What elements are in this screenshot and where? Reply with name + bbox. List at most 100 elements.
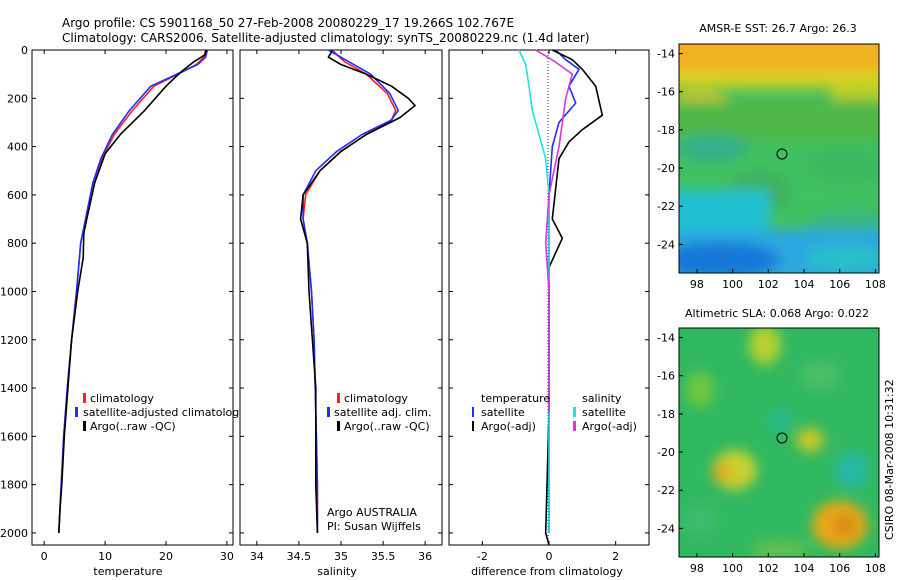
difference-series-group xyxy=(518,49,604,546)
argo-annotation-line2: PI: Susan Wijffels xyxy=(327,520,421,533)
sst-map-axes: 98 100 102 104 106 108 -14 -16 -18 -20 -22 -24 xyxy=(657,48,886,291)
sla-map-axes: 98 100 102 104 106 108 -14 -16 -18 -20 -22 -24 xyxy=(657,332,886,575)
legend-swatch-satellite xyxy=(75,407,78,417)
y-tick-label: 1400 xyxy=(0,382,28,395)
map-x-tick-label: 100 xyxy=(722,278,743,291)
map-x-tick-label: 102 xyxy=(758,562,779,575)
y-tick-label: 2000 xyxy=(0,527,28,540)
legend-label-temp-satellite: satellite xyxy=(481,406,525,419)
map-y-tick-label: -16 xyxy=(657,370,675,383)
difference-legend: temperature satellite Argo(-adj) salinit… xyxy=(472,392,637,433)
temperature-xlabel: temperature xyxy=(93,565,162,578)
sst-argo-location-marker xyxy=(776,148,788,160)
y-tick-label: 1200 xyxy=(0,334,28,347)
series-line-2-2 xyxy=(518,49,550,533)
sst-heatmap xyxy=(679,44,879,273)
map-y-tick-label: -24 xyxy=(657,522,675,535)
x-tick-label: 34.5 xyxy=(287,550,312,563)
y-tick-label: 800 xyxy=(7,237,28,250)
x-tick-label: 35.5 xyxy=(371,550,396,563)
x-tick-label: -2 xyxy=(477,550,488,563)
temperature-axes: 0 10 20 30 0 200 400 600 800 1000 1200 1400 1600 1800… xyxy=(0,44,234,563)
x-tick-label: 34 xyxy=(250,550,264,563)
map-x-tick-label: 100 xyxy=(722,562,743,575)
legend-swatch-sal-argo xyxy=(573,421,576,431)
map-x-tick-label: 106 xyxy=(829,562,850,575)
map-x-tick-label: 108 xyxy=(865,278,886,291)
x-tick-label: 0 xyxy=(546,550,553,563)
map-y-tick-label: -20 xyxy=(657,446,675,459)
difference-axes: -2 0 2 xyxy=(449,49,649,563)
map-y-tick-label: -22 xyxy=(657,200,675,213)
series-line-1-2 xyxy=(299,49,416,533)
temperature-panel: 0 10 20 30 0 200 400 600 800 1000 1200 1400 1600 1800… xyxy=(0,44,239,578)
legend-swatch-temp-argo xyxy=(472,421,474,431)
y-tick-label: 1000 xyxy=(0,285,28,298)
salinity-legend: climatology satellite adj. clim. Argo(..… xyxy=(327,392,431,433)
map-y-tick-label: -18 xyxy=(657,124,675,137)
legend-label-temp-argo: Argo(-adj) xyxy=(481,420,536,433)
legend-swatch-climatology xyxy=(337,393,340,403)
sla-map-title: Altimetric SLA: 0.068 Argo: 0.022 xyxy=(685,307,869,320)
temperature-legend: climatology satellite-adjusted climatolo… xyxy=(75,392,239,433)
series-line-1-1 xyxy=(302,49,400,533)
salinity-panel: 34 34.5 35 35.5 36 salinity climatology sate… xyxy=(239,49,443,578)
sst-map-panel: AMSR-E SST: 26.7 Argo: 26.3 98 100 102 10 xyxy=(657,22,886,291)
map-y-tick-label: -22 xyxy=(657,484,675,497)
series-line-2-3 xyxy=(535,49,574,413)
side-timestamp: CSIRO 08-Mar-2008 10:31:32 xyxy=(883,379,896,540)
temperature-series-group xyxy=(58,49,209,533)
sst-map-title: AMSR-E SST: 26.7 Argo: 26.3 xyxy=(699,22,857,35)
legend-label-sal-argo: Argo(-adj) xyxy=(582,420,637,433)
map-x-tick-label: 108 xyxy=(865,562,886,575)
legend-label-sal-satellite: satellite xyxy=(582,406,626,419)
map-y-tick-label: -14 xyxy=(657,48,675,61)
figure-title-line2: Climatology: CARS2006. Satellite-adjuste… xyxy=(62,31,590,45)
map-y-tick-label: -16 xyxy=(657,86,675,99)
salinity-xlabel: salinity xyxy=(317,565,357,578)
legend-heading-temperature: temperature xyxy=(481,392,550,405)
figure-title-line1: Argo profile: CS 5901168_50 27-Feb-2008 … xyxy=(62,16,514,30)
legend-swatch-sal-satellite xyxy=(573,407,576,417)
map-x-tick-label: 104 xyxy=(794,562,815,575)
map-x-tick-label: 98 xyxy=(690,562,704,575)
y-tick-label: 600 xyxy=(7,189,28,202)
sla-argo-location-marker xyxy=(776,432,788,444)
salinity-series-group xyxy=(299,49,416,533)
x-tick-label: 2 xyxy=(612,550,619,563)
sla-map-panel: Altimetric SLA: 0.068 Argo: 0.022 98 100 1… xyxy=(657,307,886,575)
legend-label-satellite: satellite adj. clim. xyxy=(334,406,431,419)
series-line-2-1 xyxy=(544,49,604,546)
legend-label-climatology: climatology xyxy=(90,392,154,405)
map-y-tick-label: -18 xyxy=(657,408,675,421)
x-tick-label: 30 xyxy=(220,550,234,563)
salinity-axes: 34 34.5 35 35.5 36 xyxy=(240,49,442,563)
y-tick-label: 200 xyxy=(7,92,28,105)
legend-label-satellite: satellite-adjusted climatolog xyxy=(83,406,239,419)
y-tick-label: 1800 xyxy=(0,479,28,492)
legend-swatch-argo xyxy=(337,421,340,431)
x-tick-label: 20 xyxy=(159,550,173,563)
series-line-0-2 xyxy=(58,49,207,533)
legend-swatch-climatology xyxy=(83,393,86,403)
difference-panel: -2 0 2 difference from climatology tempera… xyxy=(448,49,650,578)
sst-map-frame xyxy=(678,43,880,274)
y-tick-label: 1600 xyxy=(0,430,28,443)
legend-label-argo: Argo(..raw -QC) xyxy=(90,420,176,433)
y-tick-label: 400 xyxy=(7,141,28,154)
legend-swatch-satellite xyxy=(327,407,330,417)
legend-label-argo: Argo(..raw -QC) xyxy=(344,420,430,433)
x-tick-label: 10 xyxy=(98,550,112,563)
argo-annotation-line1: Argo AUSTRALIA xyxy=(327,506,417,519)
map-y-tick-label: -14 xyxy=(657,332,675,345)
series-line-2-0 xyxy=(548,49,580,533)
map-y-tick-label: -20 xyxy=(657,162,675,175)
sla-map-frame xyxy=(678,327,880,558)
legend-swatch-argo xyxy=(83,421,86,431)
map-x-tick-label: 106 xyxy=(829,278,850,291)
temperature-plot-frame xyxy=(31,49,234,546)
map-x-tick-label: 102 xyxy=(758,278,779,291)
x-tick-label: 0 xyxy=(41,550,48,563)
difference-xlabel: difference from climatology xyxy=(471,565,623,578)
